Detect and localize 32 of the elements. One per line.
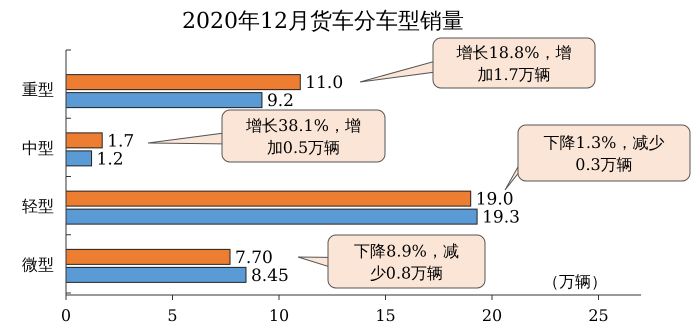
bar: [66, 132, 103, 148]
x-tick-label: 10: [268, 306, 290, 325]
data-label: 9.2: [266, 91, 294, 112]
annotation: 增长18.8%，增加1.7万辆: [456, 43, 572, 84]
x-tick-label: 20: [482, 306, 502, 325]
data-label: 7.70: [235, 248, 273, 268]
y-tick-label: 重型: [22, 80, 54, 100]
x-tick-label: 5: [167, 306, 178, 325]
data-label: 11.0: [305, 73, 344, 94]
bar: [66, 266, 246, 283]
x-tick-label: 25: [588, 306, 609, 325]
annotation: 增长38.1%，增加0.5万辆: [245, 116, 361, 157]
y-tick-label: 中型: [22, 138, 54, 158]
chart-title: 2020年12月货车分车型销量: [182, 9, 464, 34]
x-axis-title: （万辆）: [543, 272, 607, 291]
y-tick-label: 轻型: [22, 196, 54, 216]
bar: [66, 208, 478, 225]
data-label: 19.3: [482, 208, 520, 228]
bar: [66, 92, 262, 108]
bar: [66, 150, 92, 166]
x-tick-label: 0: [60, 306, 72, 325]
annotation: 下降1.3%，减少0.3万辆: [544, 133, 664, 174]
bar: [66, 248, 231, 265]
data-label: 1.7: [107, 131, 134, 152]
bar: [66, 190, 472, 207]
data-label: 19.0: [476, 190, 514, 210]
x-tick-label: 15: [375, 306, 396, 325]
bar: [66, 74, 301, 90]
data-label: 1.2: [96, 149, 124, 170]
y-tick-label: 微型: [22, 254, 54, 274]
data-label: 8.45: [250, 266, 289, 286]
annotation: 下降8.9%，减少0.8万辆: [354, 242, 459, 282]
